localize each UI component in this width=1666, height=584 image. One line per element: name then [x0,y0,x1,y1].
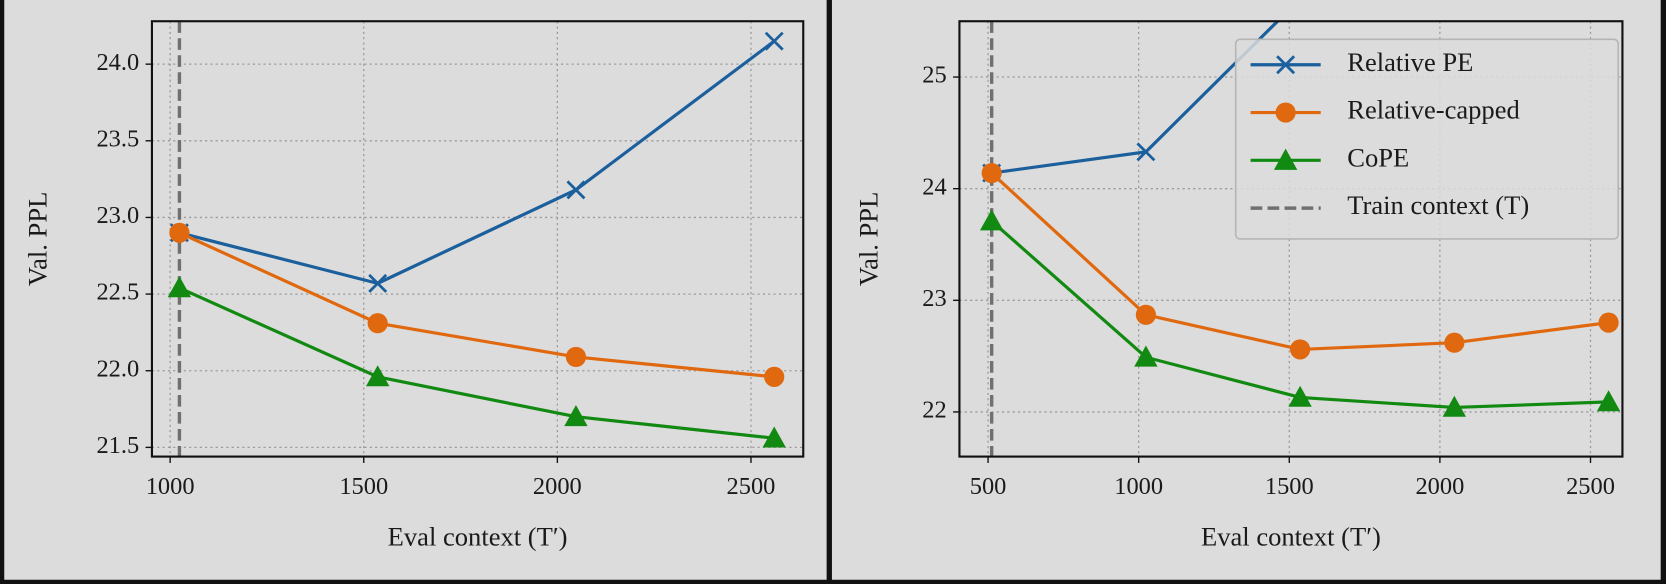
plot-area [167,21,786,457]
legend-label: Train context (T) [1347,190,1529,220]
x-tick-label: 1000 [1114,473,1163,500]
legend-label: Relative PE [1347,47,1473,77]
y-axis-label: Val. PPL [853,192,883,286]
x-axis-label: Eval context (T′) [1201,522,1381,552]
point-marker [1598,312,1619,333]
x-tick-label: 1500 [1265,473,1314,500]
y-tick-label: 25 [922,62,946,89]
legend-symbol [1275,102,1296,123]
point-marker [764,366,785,387]
point-marker [1596,390,1621,412]
plot-area [979,21,1621,457]
point-marker [564,405,588,427]
y-tick-label: 23 [922,285,946,312]
point-marker [979,209,1004,231]
legend-box [1234,38,1619,240]
point-marker [1442,395,1467,417]
point-marker [366,365,390,387]
point-marker [565,346,587,368]
x-tick-label: 1000 [146,473,195,500]
point-marker [367,313,388,334]
legend-marker [1273,148,1298,170]
x-tick-label: 2500 [727,473,776,500]
plot-frame [150,20,805,458]
y-tick-label: 22 [922,397,946,424]
y-tick-label: 24.0 [96,49,139,76]
y-tick-label: 22.0 [96,355,139,382]
legend-label: CoPE [1347,142,1409,172]
x-axis-label: Eval context (T′) [388,522,568,552]
point-marker [1288,385,1312,407]
point-marker [1444,332,1465,353]
y-tick-label: 23.5 [96,125,139,152]
x-tick-label: 2000 [1415,473,1464,500]
y-tick-label: 23.0 [96,202,139,229]
point-marker [981,162,1002,184]
frame-left [0,0,5,584]
point-marker [566,180,586,200]
series-line [178,231,775,379]
legend-symbol [1273,148,1298,170]
legend-label: Relative-capped [1347,95,1520,125]
x-tick-label: 500 [970,473,1007,500]
point-marker [1136,142,1156,162]
point-marker [764,31,784,51]
x-tick-label: 2000 [533,473,582,500]
legend-marker [1275,102,1296,123]
series-line [179,39,776,286]
plot-frame [958,20,1624,458]
point-marker [762,426,786,448]
legend-symbol [1276,55,1296,75]
x-tick-label: 1500 [339,473,388,500]
point-marker [167,276,192,298]
y-tick-label: 22.5 [96,279,139,306]
y-tick-label: 24 [922,173,946,200]
point-marker [1290,339,1311,360]
legend-marker [1276,55,1296,75]
y-axis-label: Val. PPL [22,192,52,286]
point-marker [1134,345,1158,367]
frame-bottom [0,579,1666,584]
point-marker [169,222,190,243]
point-marker [1135,304,1156,325]
y-tick-label: 21.5 [96,432,139,459]
divider [826,0,832,584]
point-marker [368,273,388,293]
series-line [991,21,1280,175]
frame-right [1660,0,1666,584]
series-line [178,286,775,440]
x-tick-label: 2500 [1566,473,1615,500]
